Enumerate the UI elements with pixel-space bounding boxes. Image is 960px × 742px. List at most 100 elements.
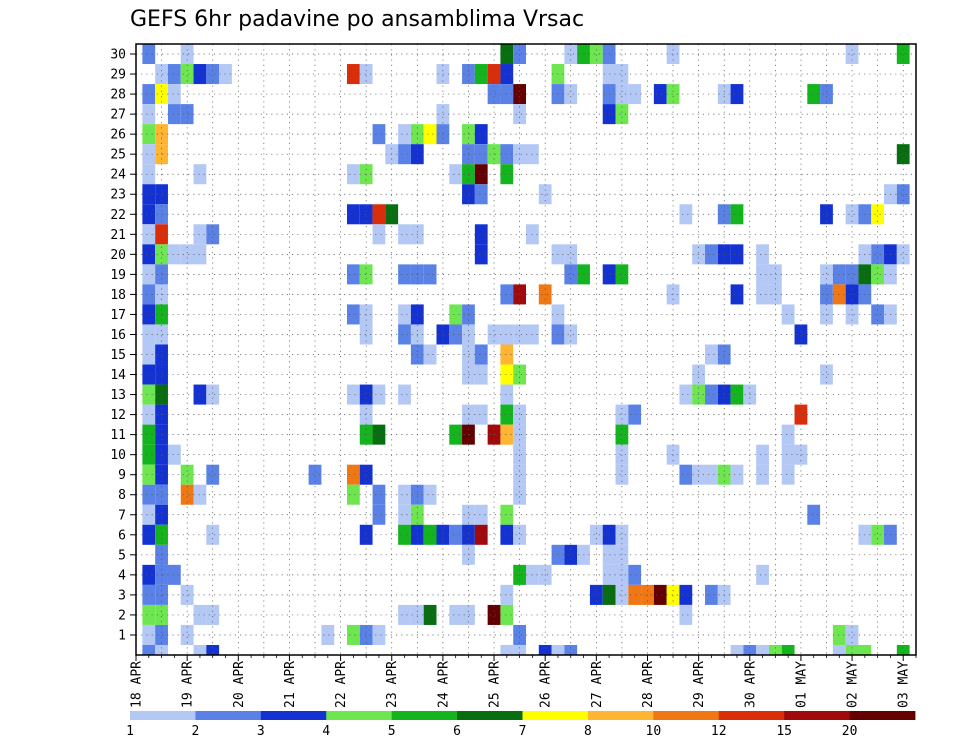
precip-cell [462, 344, 475, 365]
precip-cell [142, 264, 156, 285]
precip-cell [832, 644, 846, 655]
precip-cell [372, 504, 386, 525]
precip-cell [398, 324, 411, 345]
precip-cell [359, 64, 373, 85]
precip-cell [653, 584, 667, 605]
precip-cell [845, 624, 859, 645]
precip-cell [564, 244, 578, 265]
precip-cell [142, 484, 156, 505]
precip-cell [474, 224, 488, 245]
chart-title: GEFS 6hr padavine po ansamblima Vrsac [130, 7, 584, 32]
precip-cell [794, 324, 808, 345]
y-tick-label: 1 [118, 628, 126, 643]
precip-cell [602, 64, 616, 85]
precip-cell [193, 384, 207, 405]
precip-cell [653, 84, 667, 105]
precip-cell [398, 384, 411, 405]
x-tick-label: 22 APR [334, 661, 349, 708]
precip-cell [180, 104, 194, 125]
precip-cell [513, 624, 526, 645]
precip-cell [142, 324, 156, 345]
y-tick-label: 13 [110, 388, 126, 403]
precip-cell [474, 364, 488, 385]
y-tick-label: 2 [118, 608, 126, 623]
precip-cell [142, 524, 156, 545]
precip-cell [206, 384, 220, 405]
precip-cell [500, 164, 514, 185]
legend-label: 15 [776, 724, 792, 739]
precip-cell [487, 84, 501, 105]
legend-swatch [326, 711, 393, 720]
precip-cell [398, 304, 411, 325]
x-tick-label: 28 APR [641, 661, 656, 708]
precip-cell [372, 204, 386, 225]
precip-cell [346, 484, 360, 505]
precip-cell [155, 624, 168, 645]
legend-label: 2 [192, 724, 200, 739]
precip-cell [206, 464, 220, 485]
precip-cell [615, 464, 629, 485]
precip-cell [845, 264, 859, 285]
precip-cell [474, 184, 488, 205]
precip-cell [155, 84, 168, 105]
precip-cell [896, 244, 910, 265]
x-tick-label: 27 APR [590, 661, 605, 708]
precip-cell [142, 444, 156, 465]
precip-cell [705, 344, 718, 365]
precip-cell [193, 244, 207, 265]
precip-cell [359, 464, 373, 485]
y-tick-label: 8 [118, 488, 126, 503]
precip-cell [346, 264, 360, 285]
precip-cell [423, 604, 437, 625]
legend-label: 4 [322, 724, 330, 739]
precip-cell [832, 264, 846, 285]
precip-cell [781, 304, 795, 325]
precip-cell [462, 324, 475, 345]
precip-cell [858, 644, 872, 655]
precip-cell [167, 64, 181, 85]
precip-cell [155, 504, 168, 525]
x-tick-label: 01 MAY [794, 661, 809, 708]
precip-cell [398, 524, 411, 545]
precip-cell [500, 144, 514, 165]
precip-cell [462, 64, 475, 85]
precip-cell [474, 164, 488, 185]
x-tick-label: 19 APR [181, 661, 196, 708]
precip-cell [359, 524, 373, 545]
precip-cell [372, 624, 386, 645]
precip-cell [155, 484, 168, 505]
legend-swatch [260, 711, 327, 720]
precip-cell [142, 424, 156, 445]
precip-cell [206, 524, 220, 545]
y-tick-label: 18 [110, 288, 126, 303]
precip-cell [628, 584, 642, 605]
precip-cell [500, 584, 514, 605]
y-tick-label: 27 [110, 108, 126, 123]
y-tick-label: 25 [110, 148, 126, 163]
precip-cell [155, 264, 168, 285]
precip-cell [602, 584, 616, 605]
x-tick-label: 25 APR [488, 661, 503, 708]
legend-label: 8 [584, 724, 592, 739]
precip-cell [513, 484, 526, 505]
precip-cell [705, 584, 718, 605]
precip-cell [142, 184, 156, 205]
legend-swatch [784, 711, 850, 720]
y-tick-label: 30 [110, 48, 126, 63]
precip-cell [513, 524, 526, 545]
precip-cell [641, 584, 654, 605]
precip-cell [155, 324, 168, 345]
precip-cell [474, 64, 488, 85]
y-tick-label: 14 [110, 368, 126, 383]
precip-cell [206, 644, 220, 655]
precip-cell [155, 524, 168, 545]
precip-cell [142, 344, 156, 365]
y-tick-label: 7 [118, 508, 126, 523]
precip-cell [142, 84, 156, 105]
precip-cell [513, 404, 526, 425]
precip-cell [602, 104, 616, 125]
precip-cell [155, 124, 168, 145]
legend-swatch [130, 711, 196, 720]
precip-cell [142, 144, 156, 165]
x-tick-label: 03 MAY [897, 661, 912, 708]
